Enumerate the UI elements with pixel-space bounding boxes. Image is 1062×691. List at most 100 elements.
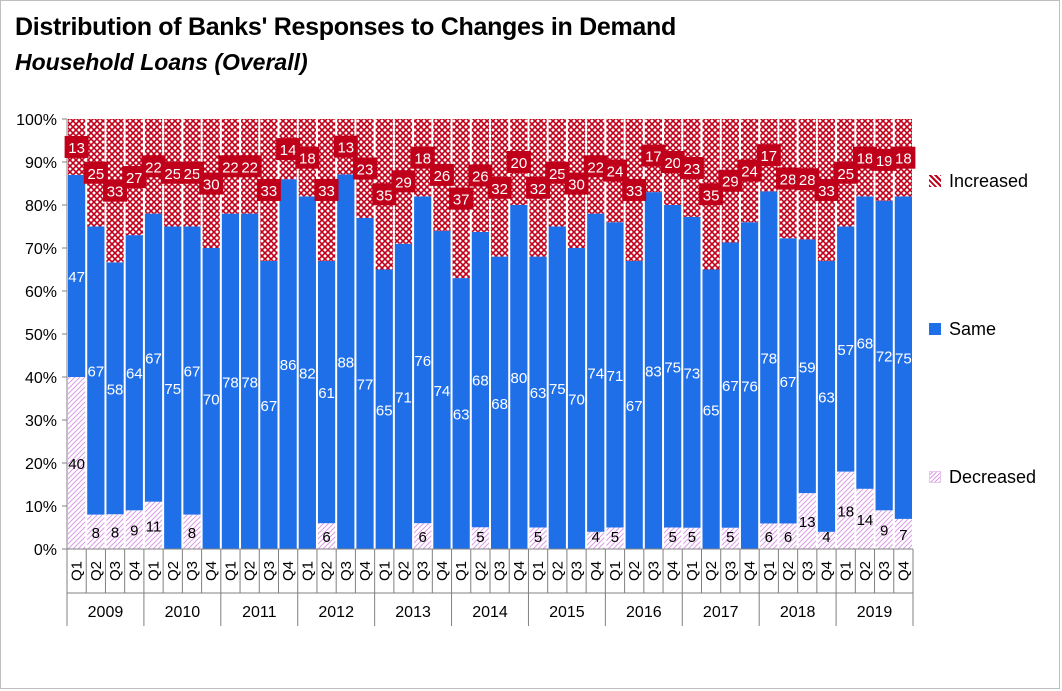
data-label-increased: 28 (780, 172, 797, 189)
data-label-increased: 30 (203, 177, 220, 194)
data-label-box-increased (833, 161, 858, 184)
data-label-box-increased (814, 178, 839, 201)
x-tick-label-quarter: Q3 (415, 561, 432, 581)
data-label-box-increased (314, 178, 339, 201)
bar-same (144, 213, 163, 502)
bar-decreased (414, 523, 432, 549)
data-label-same: 68 (857, 336, 874, 353)
data-label-same: 47 (68, 269, 85, 286)
bar-decreased (664, 527, 682, 549)
data-label-increased: 33 (261, 183, 278, 200)
data-label-same: 63 (530, 385, 547, 402)
x-tick-label-year: 2017 (703, 604, 739, 621)
bar-decreased (856, 488, 874, 549)
data-label-same: 76 (741, 379, 758, 396)
legend-item-increased: Increased (929, 171, 1028, 191)
data-label-box-increased (699, 183, 724, 206)
data-label-increased: 35 (376, 187, 393, 204)
data-label-same: 70 (568, 392, 585, 409)
data-label-increased: 13 (337, 140, 354, 157)
bar-same (433, 230, 451, 550)
bar-same (721, 242, 739, 528)
bar-decreased (817, 531, 836, 549)
legend-label-same: Same (949, 318, 997, 339)
data-label-box-increased (64, 135, 89, 158)
x-tick-label-quarter: Q2 (472, 561, 489, 581)
data-label-decreased: 9 (880, 523, 888, 540)
data-label-same: 78 (241, 374, 258, 391)
bar-decreased (317, 523, 336, 549)
x-tick-label-quarter: Q4 (895, 561, 912, 581)
data-label-decreased: 7 (899, 527, 907, 544)
bar-same (125, 235, 143, 511)
data-label-decreased: 11 (146, 518, 162, 535)
bar-same (817, 260, 836, 532)
data-label-increased: 18 (857, 151, 874, 168)
x-tick-label-quarter: Q2 (242, 561, 259, 581)
data-label-same: 67 (184, 364, 201, 381)
x-tick-label-quarter: Q4 (511, 561, 528, 581)
data-label-same: 75 (895, 351, 912, 368)
data-label-increased: 32 (491, 181, 508, 198)
data-label-increased: 22 (587, 159, 604, 176)
x-tick-label-quarter: Q1 (146, 561, 163, 581)
data-label-increased: 23 (684, 161, 701, 178)
data-label-increased: 25 (87, 166, 104, 183)
data-label-decreased: 9 (130, 523, 138, 540)
x-tick-label-quarter: Q1 (299, 561, 316, 581)
data-label-box-increased (256, 178, 281, 201)
bar-same (356, 217, 374, 549)
data-label-increased: 18 (414, 151, 431, 168)
data-label-same: 75 (664, 359, 681, 376)
x-tick-label-quarter: Q4 (203, 561, 220, 581)
data-label-same: 67 (780, 374, 797, 391)
x-tick-label-quarter: Q1 (684, 561, 701, 581)
data-label-same: 67 (626, 398, 643, 415)
data-label-box-increased (372, 183, 397, 206)
bar-decreased (587, 531, 605, 549)
bar-same (798, 239, 816, 494)
data-label-box-increased (449, 187, 474, 210)
bar-same (510, 205, 528, 549)
bar-decreased (87, 514, 105, 549)
bar-same (164, 226, 182, 549)
data-label-box-increased (622, 178, 647, 201)
bar-same (491, 256, 509, 549)
x-tick-label-quarter: Q2 (703, 561, 720, 581)
data-label-same: 78 (760, 350, 777, 367)
y-tick-label: 70% (25, 241, 57, 258)
data-label-same: 59 (799, 359, 816, 376)
legend-swatch-decreased (929, 471, 941, 483)
data-label-same: 76 (414, 353, 431, 370)
x-tick-label-quarter: Q4 (818, 561, 835, 581)
data-label-same: 65 (703, 402, 720, 419)
data-label-same: 64 (126, 366, 143, 383)
bar-decreased (606, 527, 624, 549)
data-label-same: 58 (107, 381, 124, 398)
data-label-box-increased (295, 146, 320, 169)
chart-title: Distribution of Banks' Responses to Chan… (15, 13, 676, 41)
data-label-increased: 29 (395, 174, 412, 191)
data-label-box-increased (795, 168, 820, 191)
data-label-box-increased (526, 176, 551, 199)
data-label-decreased: 5 (726, 529, 734, 546)
data-label-box-increased (718, 169, 743, 192)
data-label-same: 68 (472, 373, 489, 390)
data-label-increased: 28 (799, 172, 816, 189)
bar-decreased (683, 527, 701, 549)
data-label-increased: 24 (607, 164, 624, 181)
data-label-increased: 13 (68, 140, 85, 157)
data-label-same: 63 (818, 389, 835, 406)
data-label-same: 61 (318, 385, 335, 402)
x-tick-label-quarter: Q4 (126, 561, 143, 581)
data-label-same: 71 (607, 368, 624, 385)
data-label-same: 83 (645, 364, 662, 381)
data-label-box-increased (641, 144, 666, 167)
data-label-same: 88 (337, 355, 354, 372)
data-label-increased: 32 (530, 181, 547, 198)
data-label-decreased: 8 (188, 525, 196, 542)
data-label-increased: 14 (280, 142, 297, 159)
data-label-decreased: 5 (611, 529, 619, 546)
data-label-increased: 24 (741, 164, 758, 181)
bar-same (702, 269, 720, 549)
